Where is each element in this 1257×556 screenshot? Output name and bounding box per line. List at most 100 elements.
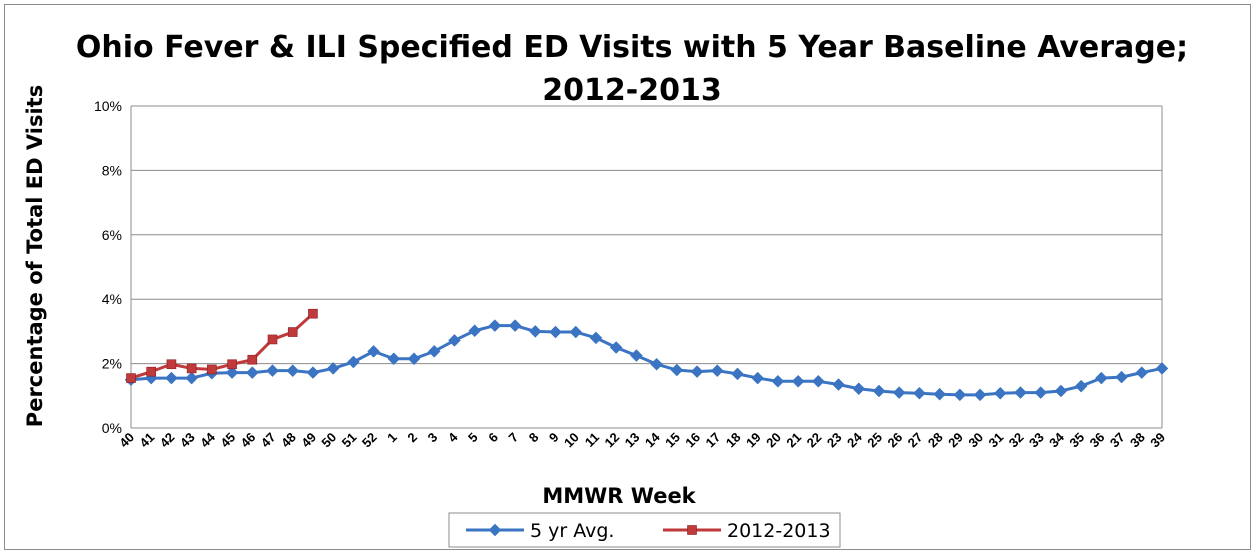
data-point [933,387,946,401]
legend-marker [488,523,502,537]
x-tick-label: 4 [445,429,461,445]
x-tick-label: 22 [804,430,825,451]
x-tick-label: 45 [217,430,238,451]
data-point [811,374,825,388]
y-tick-label: 10% [94,98,122,114]
x-tick-label: 28 [925,430,946,451]
x-tick-label: 43 [177,430,198,451]
chart-subtitle: 2012-2013 [542,73,721,108]
x-tick-label: 11 [582,430,602,450]
x-tick-label: 13 [622,430,643,451]
x-tick-label: 24 [844,429,865,450]
x-tick-label: 30 [965,430,986,451]
data-point [609,341,623,354]
x-tick-label: 47 [258,430,279,451]
data-point [852,382,866,396]
data-point [731,367,744,381]
x-tick-label: 1 [384,430,400,446]
x-tick-labels: 40 41 42 43 44 45 46 47 48 49 50 51 52 1 2 3 4 5 6 7 8 9 10 11 1… [116,429,1168,450]
x-tick-label: 14 [642,429,663,450]
data-point [913,386,926,400]
data-point [892,386,906,399]
data-point [287,327,298,337]
x-tick-label: 8 [526,430,542,446]
x-tick-label: 33 [1026,430,1047,451]
data-point [387,352,401,366]
x-tick-label: 10 [561,430,582,451]
y-tick-label: 6% [102,227,122,243]
x-tick-label: 38 [1127,430,1148,451]
data-point [508,319,522,332]
data-point [569,325,583,339]
data-point [245,366,259,379]
data-point [166,359,177,370]
data-point [308,308,318,319]
x-tick-label: 48 [278,430,299,451]
data-point [1155,362,1169,375]
legend: 5 yr Avg. 2012-2013 [448,512,841,548]
y-tick-label: 2% [102,356,122,372]
x-tick-label: 20 [763,430,784,451]
data-point [650,357,663,371]
data-point [953,388,967,402]
x-tick-label: 49 [298,430,319,451]
data-point [266,364,279,378]
x-axis-title: MMWR Week [542,484,696,508]
data-point [1034,386,1048,399]
data-point [267,334,278,345]
data-point [326,362,340,375]
data-point [186,363,197,374]
chart-title: Ohio Fever & ILI Specified ED Visits wit… [76,30,1188,65]
legend-label: 2012-2013 [727,520,831,542]
x-tick-label: 3 [425,430,441,446]
x-tick-label: 16 [682,430,703,451]
x-tick-label: 51 [339,430,360,451]
data-point [1074,379,1088,393]
data-point [528,325,542,338]
data-point [165,371,178,385]
data-point [407,352,421,366]
series-layer [124,308,1169,402]
x-tick-label: 25 [864,430,885,451]
data-point [448,334,461,347]
gridlines [130,105,1163,429]
data-point [710,364,724,378]
data-point [630,349,643,362]
x-tick-label: 41 [136,430,157,451]
x-tick-label: 18 [723,430,744,451]
data-point [488,319,502,332]
x-tick-label: 2 [404,430,420,446]
y-tick-label: 0% [102,420,122,436]
data-point [993,386,1007,400]
x-tick-label: 36 [1087,430,1108,451]
data-point [832,378,845,391]
data-point [690,365,704,379]
data-point [1094,371,1108,385]
data-point [225,366,239,379]
y-tick-label: 8% [102,162,122,178]
data-point [468,324,482,338]
data-point [1115,370,1128,384]
legend-label: 5 yr Avg. [530,520,614,542]
x-tick-label: 15 [662,430,683,451]
x-tick-label: 31 [986,430,1007,451]
data-point [973,388,987,402]
x-tick-label: 23 [824,430,845,451]
data-point [306,366,320,379]
series-2012-2013 [126,308,318,383]
series-line [130,324,1163,397]
legend-items: 5 yr Avg. 2012-2013 [466,520,831,542]
data-point [427,345,441,358]
data-point [227,359,237,370]
legend-marker [687,525,697,535]
data-point [347,355,360,369]
series-line [130,312,314,380]
x-tick-label: 34 [1046,429,1067,450]
legend-item: 2012-2013 [663,520,831,542]
x-tick-label: 7 [505,430,521,446]
x-tick-label: 26 [884,430,905,451]
x-tick-label: 29 [945,430,966,451]
x-tick-label: 39 [1147,430,1168,451]
x-tick-label: 50 [318,430,339,451]
x-tick-label: 21 [783,430,804,451]
